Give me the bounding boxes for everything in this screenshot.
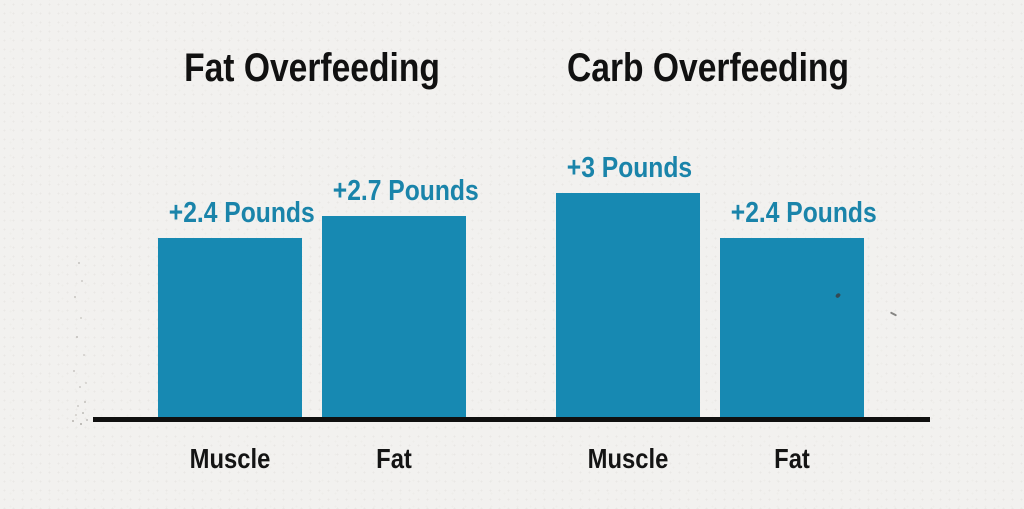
bar-value-label: +2.4 Pounds bbox=[730, 197, 877, 229]
bar-category-label: Muscle bbox=[587, 443, 669, 474]
bar-rect bbox=[158, 238, 302, 417]
group-title-fat-overfeeding: Fat Overfeeding bbox=[184, 46, 440, 90]
bar-category-label: Muscle bbox=[189, 443, 271, 474]
bar-value-label: +3 Pounds bbox=[566, 152, 693, 184]
baseline-axis bbox=[93, 417, 930, 422]
ink-speck bbox=[889, 311, 898, 317]
bar-value-label: +2.4 Pounds bbox=[168, 197, 315, 229]
bar-category-label: Fat bbox=[376, 443, 412, 474]
bar-value-label: +2.7 Pounds bbox=[332, 175, 479, 207]
bar-rect bbox=[322, 216, 466, 417]
paper-speckle-texture bbox=[78, 262, 80, 264]
group-title-carb-overfeeding: Carb Overfeeding bbox=[567, 46, 849, 90]
bar-rect bbox=[720, 238, 864, 417]
bar-category-label: Fat bbox=[774, 443, 810, 474]
bar-rect bbox=[556, 193, 700, 417]
